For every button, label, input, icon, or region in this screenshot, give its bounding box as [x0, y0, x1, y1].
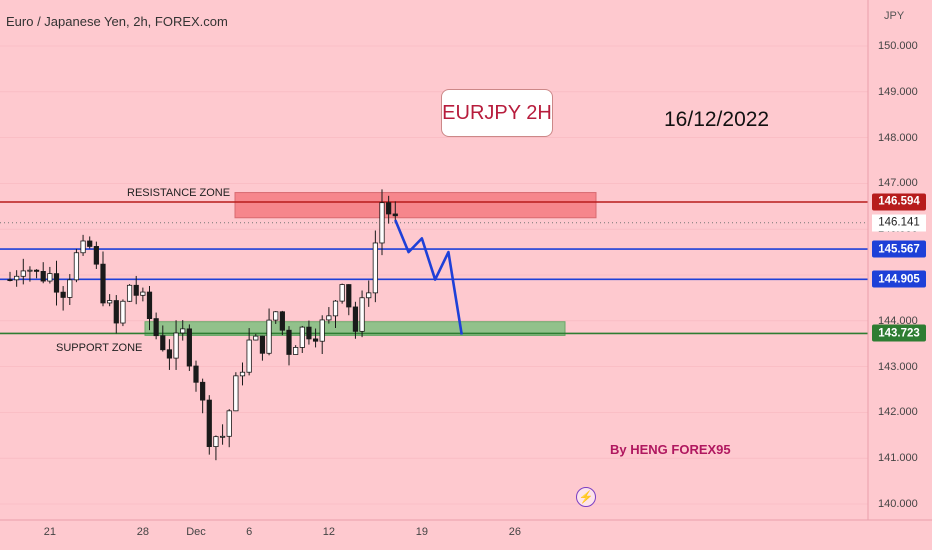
- candles-layer: [7, 189, 398, 461]
- price-level-tag: 145.567: [872, 240, 926, 258]
- candle-body: [14, 275, 20, 281]
- resistance-zone-label: RESISTANCE ZONE: [127, 187, 231, 199]
- candle-body: [386, 202, 392, 215]
- candle-body: [366, 292, 372, 299]
- candle-body: [219, 435, 226, 438]
- date-annotation: 16/12/2022: [664, 108, 770, 131]
- candle-body: [7, 279, 13, 281]
- candle-body: [266, 319, 272, 354]
- candle-body: [47, 273, 53, 282]
- current-price-tag: 146.141: [872, 214, 926, 232]
- x-tick-label: Dec: [186, 526, 206, 538]
- candle-body: [332, 300, 339, 317]
- x-tick-label: 26: [508, 526, 521, 538]
- candle-body: [372, 242, 378, 294]
- candle-body: [233, 375, 239, 412]
- support-zone-label: SUPPORT ZONE: [56, 342, 143, 354]
- candle-body: [107, 300, 113, 304]
- resistance-zone: [234, 192, 597, 219]
- symbol-title: Euro / Japanese Yen, 2h, FOREX.com: [6, 14, 228, 29]
- candle-body: [239, 371, 246, 377]
- candle-body: [186, 328, 192, 367]
- price-levels-layer: [0, 201, 868, 335]
- candle-body: [279, 311, 285, 331]
- y-tick-label: 140.000: [878, 498, 918, 510]
- y-tick-label: 150.000: [878, 40, 918, 52]
- candle-body: [246, 339, 252, 373]
- currency-label: JPY: [884, 10, 905, 22]
- candle-body: [80, 240, 86, 254]
- candle-body: [392, 213, 398, 217]
- y-tick-label: 147.000: [878, 177, 918, 190]
- candle-body: [312, 338, 319, 342]
- candle-body: [126, 284, 133, 302]
- candle-body: [339, 284, 345, 302]
- candle-body: [379, 202, 385, 244]
- candle-body: [306, 326, 312, 340]
- candle-body: [120, 300, 126, 324]
- candle-body: [20, 270, 26, 277]
- zones-layer: [144, 192, 597, 336]
- candle-body: [133, 284, 139, 296]
- candle-body: [286, 329, 292, 355]
- x-tick-label: 21: [43, 526, 56, 538]
- candle-body: [352, 306, 359, 332]
- candle-body: [160, 335, 166, 351]
- candle-body: [166, 349, 173, 359]
- candle-body: [206, 399, 212, 447]
- x-tick-label: 6: [246, 526, 253, 538]
- candle-body: [180, 328, 186, 334]
- candle-body: [299, 326, 305, 348]
- x-tick-label: 19: [415, 526, 428, 538]
- candle-body: [60, 291, 66, 298]
- lightning-icon[interactable]: ⚡: [576, 487, 596, 507]
- candle-body: [226, 410, 232, 437]
- y-tick-label: 141.000: [878, 452, 918, 465]
- candle-body: [113, 300, 119, 324]
- candle-body: [193, 365, 199, 383]
- candle-body: [259, 335, 266, 354]
- candle-body: [326, 315, 332, 321]
- candle-body: [200, 381, 206, 401]
- author-annotation: By HENG FOREX95: [610, 442, 731, 457]
- candle-body: [27, 269, 33, 272]
- y-tick-label: 142.000: [878, 406, 918, 419]
- candle-body: [140, 291, 146, 296]
- candle-body: [319, 319, 325, 342]
- candle-body: [40, 270, 46, 282]
- candle-body: [253, 335, 259, 341]
- y-tick-label: 148.000: [878, 131, 918, 144]
- candle-body: [359, 297, 365, 332]
- candle-body: [213, 436, 219, 447]
- chart-label: EURJPY 2H: [441, 89, 553, 137]
- candle-body: [146, 291, 153, 320]
- x-tick-label: 12: [322, 526, 335, 538]
- projection-layer: [394, 219, 463, 335]
- candle-body: [53, 273, 60, 293]
- projection-path: [394, 219, 463, 335]
- candle-body: [273, 311, 279, 321]
- price-level-tag: 144.905: [872, 270, 926, 288]
- candle-body: [87, 240, 93, 247]
- candle-body: [346, 284, 352, 308]
- candle-body: [153, 318, 159, 337]
- y-tick-label: 149.000: [878, 85, 918, 98]
- candle-body: [173, 332, 179, 359]
- price-level-tag: 143.723: [872, 324, 926, 342]
- price-level-tag: 146.594: [872, 193, 926, 211]
- candle-body: [93, 246, 99, 265]
- candle-body: [73, 252, 80, 281]
- candle-body: [67, 279, 73, 298]
- y-tick-label: 144.000: [878, 314, 918, 327]
- candle-body: [100, 263, 106, 304]
- x-tick-label: 28: [136, 526, 149, 538]
- y-tick-label: 143.000: [878, 360, 918, 373]
- candle-body: [293, 347, 299, 355]
- chart-label-text: EURJPY 2H: [442, 101, 552, 124]
- candle-body: [33, 269, 40, 272]
